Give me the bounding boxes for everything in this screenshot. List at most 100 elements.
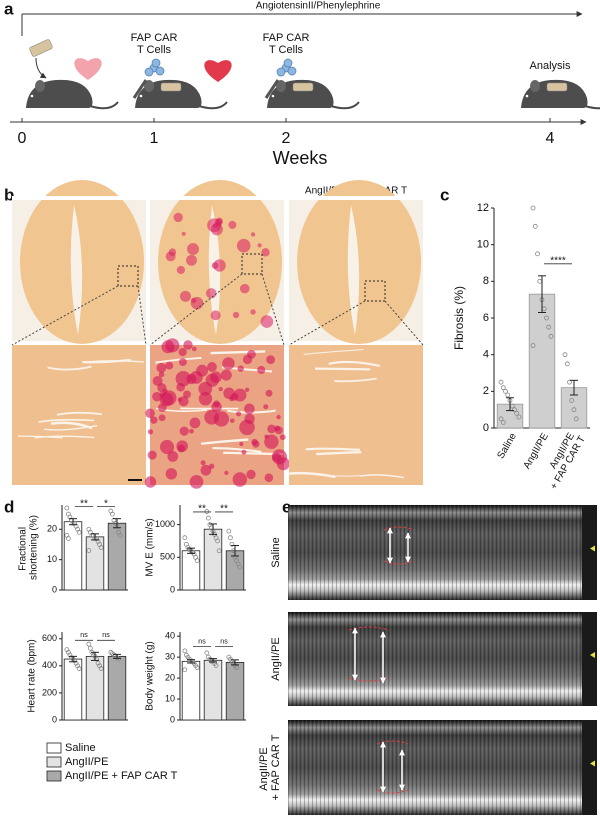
panel-letter: d	[4, 497, 14, 516]
mouse-bandage	[547, 83, 567, 91]
fibrosis-stain	[211, 310, 221, 320]
fibrosis-stain	[245, 388, 249, 392]
data-point	[506, 393, 510, 397]
fibrosis-stain	[158, 403, 167, 412]
image-clip	[12, 196, 146, 200]
fibrosis-stain	[189, 429, 194, 434]
zoom-image	[12, 345, 146, 485]
fibrosis-stain	[161, 340, 174, 353]
mouse-eye	[526, 95, 529, 98]
bar	[86, 656, 104, 720]
y-tick-label: 0	[483, 422, 489, 434]
zoom-image	[289, 345, 423, 485]
fibrosis-stain	[199, 392, 212, 405]
significance-label: ****	[550, 255, 566, 266]
bar	[86, 537, 104, 590]
fibrosis-stain	[206, 288, 216, 298]
data-point	[531, 206, 535, 210]
fibrosis-stain	[145, 476, 156, 487]
fibrosis-stain	[240, 284, 250, 294]
legend-label: Saline	[65, 742, 96, 754]
legend-label: AngII/PE	[65, 756, 108, 768]
y-tick-label: 200	[42, 687, 57, 697]
fibrosis-stain	[166, 251, 176, 261]
fibrosis-stain	[233, 312, 239, 318]
image-clip	[289, 196, 423, 200]
data-point	[206, 516, 210, 520]
fibrosis-stain	[261, 248, 269, 256]
fibrosis-stain	[238, 365, 244, 371]
bar	[529, 294, 555, 428]
bar	[204, 660, 222, 720]
y-axis-label: Heart rate (bpm)	[27, 639, 38, 712]
fibrosis-stain	[237, 239, 251, 253]
y-tick-label: 2	[483, 385, 489, 397]
significance-label: **	[80, 498, 88, 509]
tissue-crack	[306, 449, 360, 450]
data-point	[499, 380, 503, 384]
echo-scale	[582, 612, 597, 706]
echo-scale	[582, 720, 597, 815]
y-axis-label: Fibrosis (%)	[452, 286, 466, 350]
fibrosis-stain	[148, 450, 157, 459]
fibrosis-stain	[247, 350, 256, 359]
data-point	[183, 649, 187, 653]
fibrosis-stain	[223, 388, 235, 400]
cell	[288, 67, 296, 75]
fibrosis-stain	[212, 262, 219, 269]
echo-label: AngII/PE + FAP CAR T	[258, 734, 282, 800]
fibrosis-stain	[176, 440, 188, 452]
injection-label: FAP CAR	[131, 32, 178, 44]
fibrosis-stain	[244, 414, 254, 424]
fibrosis-stain	[230, 418, 235, 423]
fibrosis-stain	[173, 213, 182, 222]
y-tick-label: 30	[165, 652, 175, 662]
y-tick-label: 4	[483, 349, 489, 361]
fibrosis-stain	[180, 427, 189, 436]
data-point	[501, 386, 505, 390]
fibrosis-stain	[183, 390, 191, 398]
bar	[64, 659, 82, 720]
fibrosis-stain	[221, 370, 232, 381]
heart	[204, 60, 231, 82]
mouse-tail	[331, 102, 359, 108]
echo-texture	[288, 612, 582, 706]
legend-label: AngII/PE + FAP CAR T	[65, 770, 178, 782]
fibrosis-stain	[272, 449, 287, 464]
fibrosis-stain	[233, 472, 247, 486]
fibrosis-stain	[191, 297, 204, 310]
bar	[226, 551, 244, 590]
echo-texture	[288, 720, 582, 815]
time-tick-label: 0	[18, 130, 27, 147]
y-tick-label: 12	[477, 202, 489, 214]
fibrosis-stain	[209, 464, 214, 469]
y-axis-label: Body weight (g)	[145, 641, 156, 710]
data-point	[538, 279, 542, 283]
panel-letter: c	[440, 185, 449, 204]
legend-swatch	[47, 743, 61, 753]
fibrosis-stain	[241, 450, 246, 455]
fibrosis-stain	[192, 346, 197, 351]
significance-label: **	[220, 504, 228, 515]
fibrosis-stain	[251, 439, 257, 445]
echo-texture	[288, 505, 582, 600]
injection-label: T Cells	[269, 44, 304, 56]
cell	[156, 67, 164, 75]
data-point	[227, 529, 231, 533]
fibrosis-stain	[215, 219, 223, 227]
y-tick-label: 400	[42, 660, 57, 670]
bandage	[29, 39, 53, 57]
mouse-eye	[140, 95, 143, 98]
time-tick-label: 4	[546, 130, 555, 147]
fibrosis-stain	[176, 371, 191, 386]
y-tick-label: 10	[477, 239, 489, 251]
fibrosis-stain	[177, 266, 185, 274]
fibrosis-stain	[166, 468, 177, 479]
y-tick-label: 0	[52, 584, 57, 594]
fibrosis-stain	[183, 340, 192, 349]
mouse-tail	[90, 102, 118, 108]
fibrosis-stain	[244, 404, 255, 415]
y-tick-label: 20	[165, 672, 175, 682]
y-tick-label: 0	[170, 584, 175, 594]
fibrosis-stain	[236, 411, 241, 416]
